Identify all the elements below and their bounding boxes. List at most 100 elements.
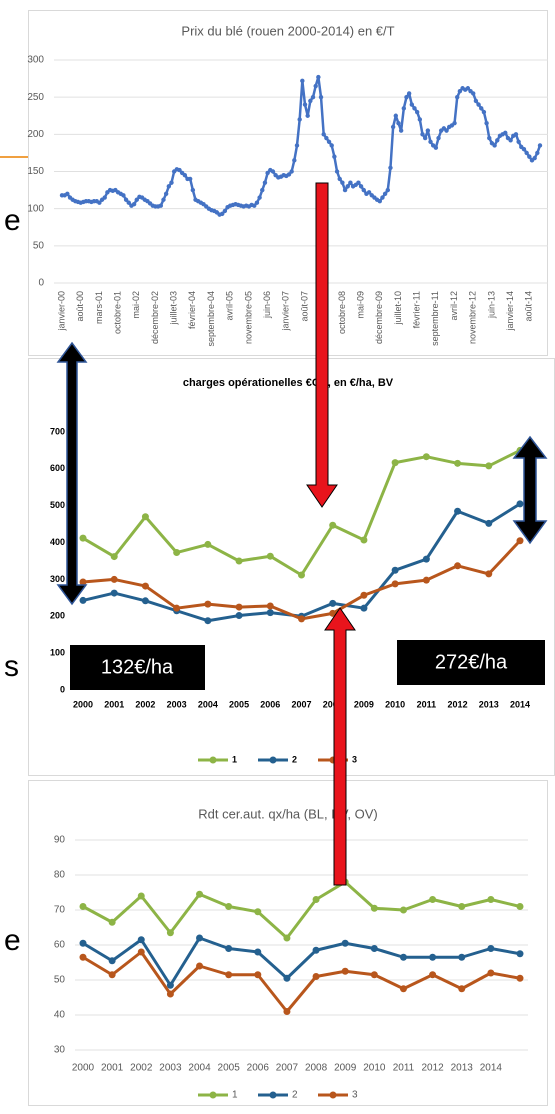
x-tick-label: 2004 bbox=[198, 699, 218, 709]
data-point bbox=[358, 184, 364, 189]
data-point bbox=[266, 552, 274, 560]
data-point bbox=[257, 195, 262, 200]
data-point bbox=[79, 939, 87, 947]
legend-marker bbox=[209, 756, 217, 764]
x-tick-label: 2014 bbox=[510, 699, 530, 709]
data-point bbox=[399, 953, 407, 961]
data-point bbox=[414, 109, 420, 115]
legend-marker bbox=[269, 1091, 277, 1099]
x-tick-label: 2011 bbox=[393, 1063, 415, 1074]
x-tick-label: 2011 bbox=[417, 699, 437, 709]
y-tick-label: 30 bbox=[54, 1045, 66, 1056]
data-point bbox=[342, 187, 348, 193]
data-point bbox=[79, 534, 87, 542]
data-point bbox=[310, 94, 316, 100]
y-tick-label: 80 bbox=[54, 870, 66, 881]
data-point bbox=[308, 98, 313, 104]
data-point bbox=[334, 169, 340, 174]
data-point bbox=[356, 180, 361, 185]
series-line bbox=[82, 936, 521, 987]
chart-title: charges opérationelles €CU, en €/ha, BV bbox=[183, 377, 394, 389]
x-tick-label: octobre-08 bbox=[337, 291, 347, 334]
x-tick-label: 2005 bbox=[218, 1063, 241, 1074]
x-tick-label: janvier-00 bbox=[56, 291, 66, 332]
data-point bbox=[313, 83, 318, 89]
legend-label: 1 bbox=[232, 754, 237, 764]
y-tick-label: 50 bbox=[33, 240, 45, 251]
y-tick-label: 200 bbox=[27, 129, 44, 140]
data-point bbox=[404, 94, 409, 100]
data-point bbox=[458, 953, 466, 961]
data-point bbox=[433, 145, 439, 150]
data-point bbox=[521, 147, 527, 152]
y-tick-label: 0 bbox=[60, 684, 65, 694]
text-fragment: e bbox=[4, 924, 21, 957]
x-tick-label: 2007 bbox=[291, 699, 311, 709]
x-tick-label: septembre-04 bbox=[206, 291, 216, 347]
data-point bbox=[341, 939, 349, 947]
y-tick-label: 100 bbox=[27, 203, 44, 214]
x-tick-label: 2002 bbox=[135, 699, 155, 709]
overlay: 132€/ha 272€/ha bbox=[56, 182, 548, 886]
data-point bbox=[254, 200, 260, 205]
data-point bbox=[298, 571, 305, 579]
y-tick-label: 50 bbox=[54, 975, 66, 986]
data-point bbox=[429, 896, 437, 903]
charts: Prix du blé (rouen 2000-2014) en €/T 0 50 1… bbox=[27, 23, 548, 1101]
x-tick-label: 2006 bbox=[260, 699, 280, 709]
x-tick-label: février-11 bbox=[412, 291, 422, 328]
data-point bbox=[465, 86, 471, 91]
data-point bbox=[312, 896, 320, 903]
data-point bbox=[377, 199, 382, 204]
x-tick-label: mai-02 bbox=[131, 291, 141, 319]
text-fragment: e bbox=[4, 204, 21, 237]
data-point bbox=[316, 74, 321, 80]
data-point bbox=[337, 176, 342, 182]
data-point bbox=[454, 459, 462, 467]
x-tick-label: avril-12 bbox=[449, 291, 459, 321]
data-point bbox=[457, 89, 463, 94]
data-point bbox=[524, 150, 529, 156]
double-arrow bbox=[512, 435, 548, 545]
y-tick-label: 500 bbox=[50, 500, 65, 510]
data-point bbox=[429, 971, 437, 979]
data-point bbox=[329, 599, 337, 607]
x-tick-label: janvier-14 bbox=[505, 291, 515, 332]
annotation-box bbox=[397, 640, 545, 685]
legend-label: 3 bbox=[352, 1090, 358, 1101]
data-point bbox=[329, 521, 337, 529]
data-point bbox=[484, 120, 489, 126]
data-point bbox=[471, 91, 476, 96]
legend-label: 3 bbox=[352, 754, 357, 764]
data-point bbox=[454, 507, 462, 515]
data-point bbox=[79, 903, 87, 910]
data-point bbox=[266, 602, 274, 610]
data-point bbox=[401, 106, 407, 111]
x-tick-label: 2010 bbox=[385, 699, 405, 709]
x-tick-label: novembre-05 bbox=[243, 291, 253, 344]
x-tick-label: août-00 bbox=[75, 291, 85, 322]
data-point bbox=[458, 985, 466, 993]
data-point bbox=[110, 553, 118, 561]
data-point bbox=[110, 589, 118, 597]
data-point bbox=[422, 555, 430, 563]
double-arrow bbox=[56, 341, 88, 606]
data-point bbox=[454, 562, 462, 570]
data-point bbox=[516, 974, 524, 982]
x-tick-label: 2014 bbox=[480, 1063, 503, 1074]
x-tick-label: décembre-02 bbox=[150, 291, 160, 344]
data-point bbox=[79, 578, 87, 586]
data-point bbox=[225, 945, 233, 952]
data-point bbox=[204, 617, 212, 625]
data-point bbox=[326, 139, 332, 144]
data-point bbox=[508, 138, 513, 143]
data-point bbox=[516, 500, 524, 508]
data-point bbox=[166, 184, 172, 189]
y-tick-label: 250 bbox=[27, 92, 44, 103]
data-point bbox=[204, 600, 212, 608]
data-point bbox=[473, 98, 479, 104]
data-point bbox=[444, 128, 449, 133]
data-point bbox=[270, 169, 276, 174]
data-point bbox=[312, 946, 320, 954]
data-point bbox=[225, 971, 233, 979]
